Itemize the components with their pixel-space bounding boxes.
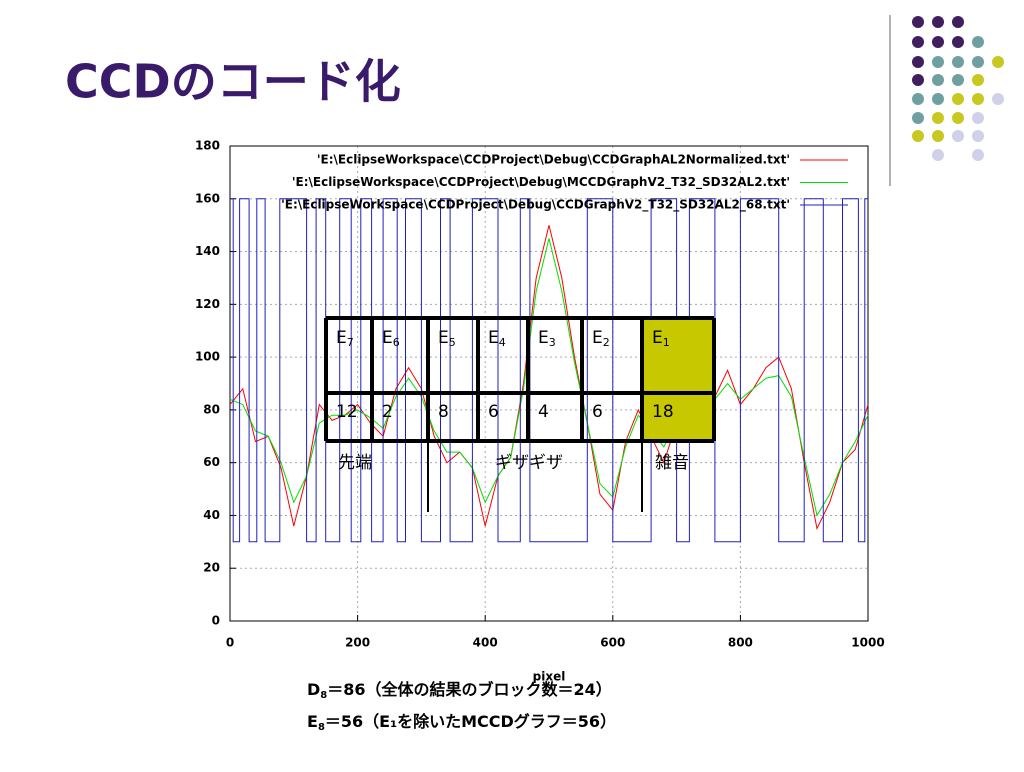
header-cell: E5 — [438, 328, 456, 349]
header-cell: E2 — [592, 328, 610, 349]
y-tick-label: 120 — [195, 297, 220, 311]
group-label: ギザギザ — [495, 453, 563, 473]
x-tick-label: 800 — [728, 636, 753, 650]
plot: 0 20 40 60 80 100 120 140 160 180 0 200 400 600 800 100… — [195, 139, 885, 684]
note-text: ＝56（E₁を除いたMCCDグラフ＝56） — [325, 712, 616, 731]
note-sub: 8 — [320, 690, 327, 701]
header-cell: E4 — [488, 328, 506, 349]
y-tick-label: 180 — [195, 139, 220, 153]
count-cell: 6 — [592, 402, 603, 422]
header-base: E — [438, 328, 449, 348]
note-sub: 8 — [318, 722, 325, 733]
header-cell: E6 — [382, 328, 400, 349]
count-cell: 8 — [438, 402, 449, 422]
group-label: 雑音 — [655, 453, 689, 473]
highlight-cell — [642, 318, 714, 441]
note-text: ＝86（全体の結果のブロック数＝24） — [327, 680, 612, 699]
y-tick-label: 140 — [195, 244, 220, 258]
y-tick-label: 20 — [203, 561, 220, 575]
series-line — [229, 238, 869, 517]
header-sub: 7 — [347, 336, 354, 349]
x-tick-label: 600 — [600, 636, 625, 650]
x-tick-label: 0 — [226, 636, 234, 650]
y-tick-label: 0 — [212, 614, 220, 628]
y-tick-label: 80 — [203, 402, 220, 416]
header-sub: 4 — [499, 336, 506, 349]
plot-frame — [229, 145, 869, 622]
legend-label: 'E:\EclipseWorkspace\CCDProject\Debug\MC… — [292, 175, 790, 190]
header-sub: 3 — [549, 336, 556, 349]
header-cell: E3 — [538, 328, 556, 349]
header-base: E — [488, 328, 499, 348]
x-axis-label: pixel — [533, 670, 566, 684]
header-sub: 6 — [393, 336, 400, 349]
header-base: E — [538, 328, 549, 348]
note: D8＝86（全体の結果のブロック数＝24） — [307, 680, 612, 702]
y-tick-label: 100 — [195, 350, 220, 364]
series-line — [229, 225, 869, 531]
notes: D8＝86（全体の結果のブロック数＝24）E8＝56（E₁を除いたMCCDグラフ… — [307, 680, 616, 734]
header-base: E — [592, 328, 603, 348]
y-tick-label: 60 — [203, 455, 220, 469]
count-cell: 6 — [488, 402, 499, 422]
series-line — [230, 198, 868, 543]
note-base: E — [307, 712, 318, 731]
count-cell: 4 — [538, 402, 549, 422]
group-label: 先端 — [338, 453, 372, 473]
note: E8＝56（E₁を除いたMCCDグラフ＝56） — [307, 712, 616, 734]
count-cell: 18 — [652, 402, 674, 422]
slide-title: CCDのコード化 — [65, 55, 401, 109]
header-sub: 1 — [663, 336, 670, 349]
x-tick-label: 1000 — [851, 636, 884, 650]
header-cell: E7 — [336, 328, 354, 349]
y-tick-label: 160 — [195, 191, 220, 205]
legend-label: 'E:\EclipseWorkspace\CCDProject\Debug\CC… — [317, 153, 790, 167]
header-cell: E1 — [652, 328, 670, 349]
header-base: E — [382, 328, 393, 348]
header-sub: 5 — [449, 336, 456, 349]
x-tick-label: 200 — [345, 636, 370, 650]
legend-label: 'E:\EclipseWorkspace\CCDProject\Debug\CC… — [281, 198, 790, 213]
header-base: E — [652, 328, 663, 348]
decor-dots — [912, 16, 1004, 161]
note-base: D — [307, 680, 320, 699]
header-base: E — [336, 328, 347, 348]
count-cell: 12 — [336, 402, 358, 422]
header-sub: 2 — [603, 336, 610, 349]
x-tick-label: 400 — [473, 636, 498, 650]
y-tick-label: 40 — [203, 508, 220, 522]
count-cell: 2 — [382, 402, 393, 422]
